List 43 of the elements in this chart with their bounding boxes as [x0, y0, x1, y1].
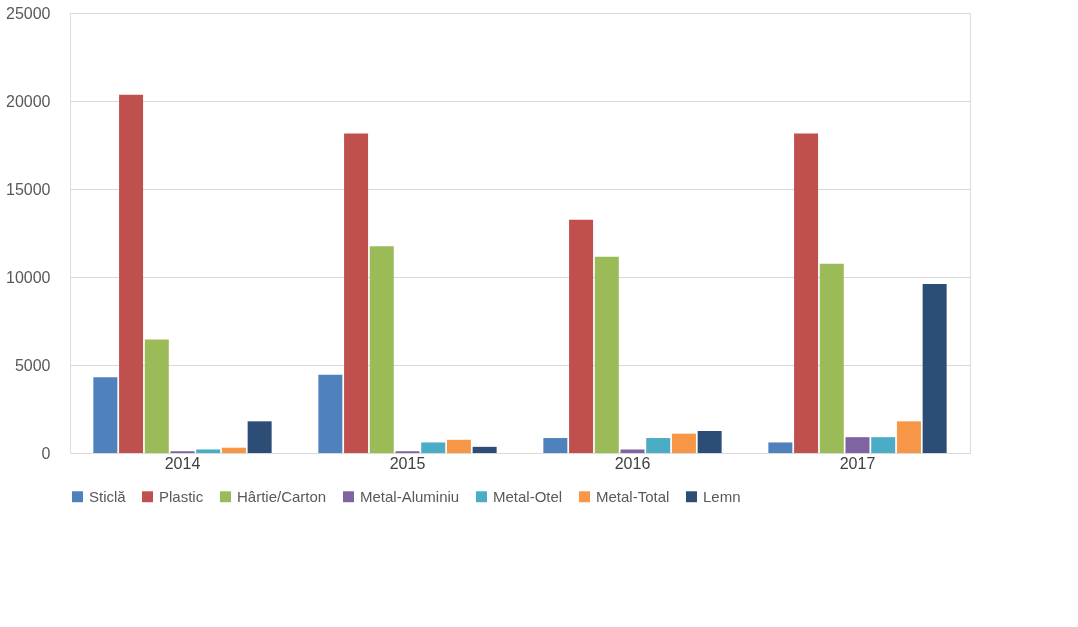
bar [620, 449, 645, 453]
bar [446, 439, 471, 453]
legend-label: Metal-Aluminiu [360, 487, 460, 505]
bar [768, 442, 793, 453]
x-tick-label: 2016 [614, 454, 651, 472]
bar [93, 377, 118, 453]
bar [819, 263, 844, 453]
bar [318, 374, 343, 453]
bar [845, 437, 870, 453]
bar [369, 246, 394, 453]
bar [922, 284, 947, 453]
legend-label: Lemn [703, 487, 741, 505]
legend-label: Metal-Otel [493, 487, 563, 505]
bar [421, 442, 446, 453]
y-tick-label: 10000 [6, 268, 51, 286]
y-tick-label: 20000 [6, 92, 51, 110]
legend-label: Sticlă [89, 487, 127, 505]
legend-label: Plastic [159, 487, 204, 505]
x-tick-label: 2015 [389, 454, 426, 472]
bar [119, 94, 144, 453]
bar [344, 133, 369, 453]
bar [543, 438, 568, 453]
x-tick-label: 2017 [839, 454, 876, 472]
bar [472, 446, 497, 453]
y-tick-label: 15000 [6, 180, 51, 198]
legend-label: Hârtie/Carton [237, 487, 327, 505]
bar [671, 433, 696, 453]
bar [221, 447, 246, 453]
bar [896, 421, 921, 453]
bar [646, 438, 671, 453]
bar [247, 421, 272, 453]
y-tick-label: 5000 [14, 356, 51, 374]
y-tick-label: 0 [41, 444, 51, 462]
bar [697, 431, 722, 453]
y-tick-label: 25000 [6, 4, 51, 22]
bar [144, 339, 169, 453]
x-tick-label: 2014 [164, 454, 201, 472]
bar [594, 256, 619, 453]
bar [794, 133, 819, 453]
legend-label: Metal-Total [596, 487, 670, 505]
bar [196, 449, 221, 453]
bar [569, 219, 594, 453]
bar [871, 437, 896, 453]
